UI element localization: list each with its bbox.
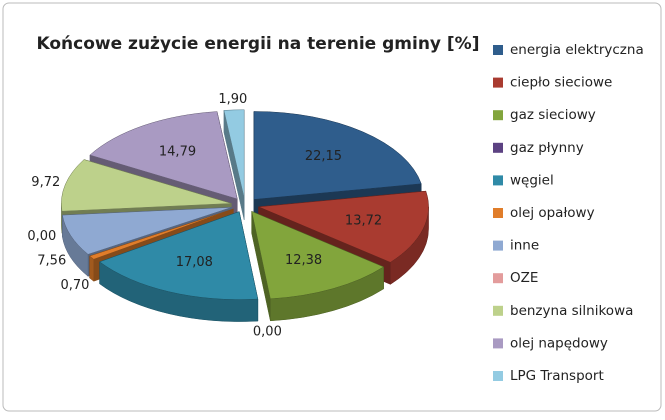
slice-top [62, 207, 232, 255]
legend-label: olej opałowy [510, 205, 595, 221]
legend-swatch [493, 45, 503, 55]
slice [251, 210, 385, 322]
legend-swatch [493, 240, 503, 251]
slice [99, 211, 259, 322]
data-label: 12,38 [285, 253, 322, 268]
data-label: 0,00 [27, 229, 56, 244]
data-label: 17,08 [176, 255, 213, 270]
data-label: 13,72 [345, 213, 382, 228]
data-label: 0,00 [253, 324, 282, 339]
legend-swatch [493, 208, 503, 218]
legend-label: OZE [510, 270, 538, 286]
legend-swatch [493, 371, 503, 381]
legend-label: benzyna silnikowa [510, 303, 633, 319]
legend-label: olej napędowy [510, 335, 608, 351]
legend-swatch [493, 175, 503, 186]
slice-top [253, 111, 422, 200]
slice-top [258, 190, 429, 263]
slice-top [223, 109, 245, 198]
data-label: 9,72 [31, 175, 60, 190]
slice-top [99, 211, 259, 300]
data-label: 0,70 [61, 278, 90, 293]
slice-wall [89, 255, 95, 282]
legend-label: energia elektryczna [510, 42, 644, 58]
legend-label: ciepło sieciowe [510, 75, 612, 91]
slice-top [61, 159, 232, 212]
data-label: 14,79 [159, 145, 196, 160]
slice [223, 109, 245, 220]
slice-top [89, 111, 238, 200]
legend-swatch [493, 273, 503, 284]
legend-label: gaz płynny [510, 140, 584, 156]
legend-label: gaz sieciowy [510, 107, 596, 123]
legend-swatch [493, 77, 503, 88]
legend-swatch [493, 305, 503, 316]
data-label: 7,56 [37, 253, 66, 268]
legend-label: węgiel [510, 172, 554, 188]
legend-label: LPG Transport [510, 368, 604, 384]
slice-top [251, 210, 385, 300]
legend-label: inne [510, 238, 539, 254]
chart-title: Końcowe zużycie energii na terenie gminy… [36, 34, 479, 54]
legend-swatch [493, 338, 503, 349]
data-label: 1,90 [218, 92, 247, 107]
slice-top [89, 208, 234, 260]
legend-swatch [493, 110, 503, 121]
data-label: 22,15 [305, 149, 342, 164]
legend-swatch [493, 142, 503, 153]
